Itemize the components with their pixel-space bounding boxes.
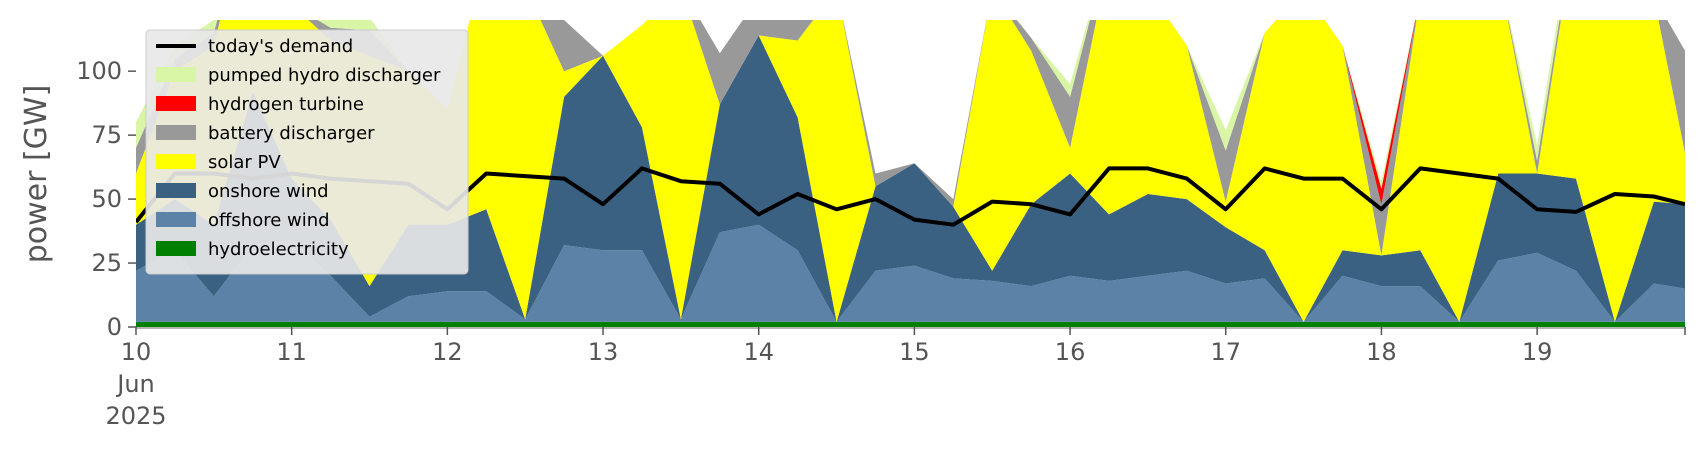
x-tick-label: 12 xyxy=(432,338,463,366)
legend-swatch xyxy=(156,183,196,198)
area-onshore-wind xyxy=(136,35,1685,322)
x-tick-label: 18 xyxy=(1366,338,1397,366)
y-tick-label: 0 xyxy=(107,313,122,341)
x-tick-label: 10 xyxy=(121,338,152,366)
legend-item-solar-pv: solar PV xyxy=(156,152,281,173)
x-tick-label: 15 xyxy=(899,338,930,366)
legend-swatch xyxy=(156,96,196,111)
legend-label: offshore wind xyxy=(208,210,330,231)
area-hydroelectricity xyxy=(136,321,1685,327)
y-tick-label: 75 xyxy=(91,121,122,149)
legend-label: pumped hydro discharger xyxy=(208,65,441,86)
legend-item-pumped-hydro-discharger: pumped hydro discharger xyxy=(156,65,441,86)
legend-item-battery-discharger: battery discharger xyxy=(156,123,375,144)
x-tick-label: 19 xyxy=(1522,338,1553,366)
x-tick-label: Jun xyxy=(115,370,155,398)
area-offshore-wind xyxy=(136,224,1685,322)
legend-label: solar PV xyxy=(208,152,281,173)
legend-swatch xyxy=(156,241,196,256)
area-solar-pv xyxy=(136,20,1685,322)
legend-item-hydrogen-turbine: hydrogen turbine xyxy=(156,94,364,115)
legend-label: hydroelectricity xyxy=(208,239,349,260)
legend-swatch xyxy=(156,212,196,227)
stacked-areas xyxy=(136,20,1685,327)
x-tick-label: 17 xyxy=(1210,338,1241,366)
legend: today's demand pumped hydro discharger hyd… xyxy=(145,29,469,275)
y-tick-label: 50 xyxy=(91,185,122,213)
y-axis-title: power [GW] xyxy=(19,85,54,264)
axes: 0 25 50 75 100 10 Jun 2025 11 12 13 14 15 16 17 18 19 xyxy=(76,57,1686,430)
legend-label: today's demand xyxy=(208,36,353,57)
legend-swatch xyxy=(156,154,196,169)
legend-swatch xyxy=(156,125,196,140)
legend-label: hydrogen turbine xyxy=(208,94,364,115)
legend-item-offshore-wind: offshore wind xyxy=(156,210,330,231)
x-tick-label: 11 xyxy=(276,338,307,366)
x-tick-label: 13 xyxy=(588,338,619,366)
x-tick-label: 14 xyxy=(743,338,774,366)
legend-item-onshore-wind: onshore wind xyxy=(156,181,329,202)
y-tick-label: 100 xyxy=(76,57,122,85)
legend-item-today-s-demand: today's demand xyxy=(156,36,353,57)
x-tick-label: 2025 xyxy=(105,402,166,430)
legend-swatch xyxy=(156,67,196,82)
x-tick-label: 16 xyxy=(1055,338,1086,366)
legend-label: onshore wind xyxy=(208,181,329,202)
legend-box xyxy=(145,29,469,275)
y-tick-label: 25 xyxy=(91,249,122,277)
legend-item-hydroelectricity: hydroelectricity xyxy=(156,239,349,260)
legend-label: battery discharger xyxy=(208,123,375,144)
